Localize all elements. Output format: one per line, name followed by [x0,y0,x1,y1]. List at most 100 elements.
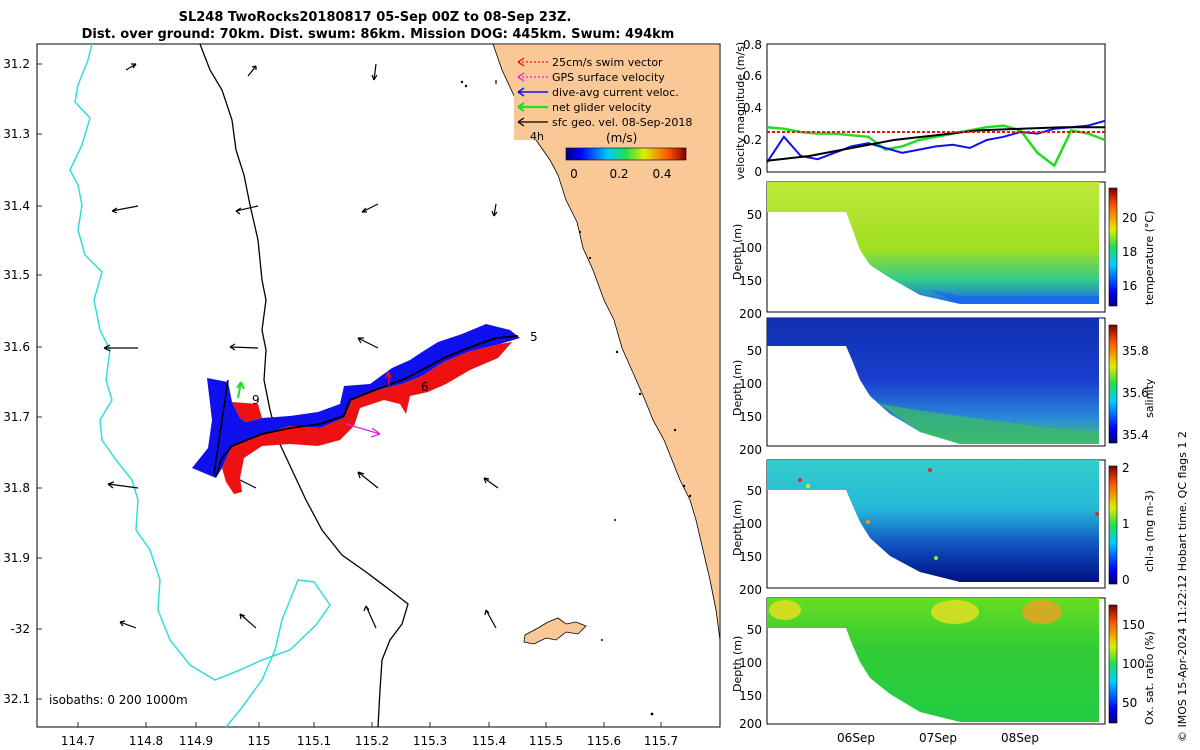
colorbar-tick-0: 0 [570,167,578,181]
map-ytick: 31.2 [3,57,30,71]
oxygen-panel [766,597,1118,725]
map-ytick: 31.8 [3,481,30,495]
salinity-colorbar [1108,324,1118,444]
net-glider-vector [236,381,245,399]
sal-cbar-tick: 35.8 [1122,344,1149,358]
map-x-tickmarks [77,722,662,727]
velocity-series-dive-avg-current-veloc- [766,119,1106,163]
colorbar-unit: (m/s) [606,131,637,145]
ox-ytick: 150 [739,689,762,703]
map-xtick: 114.8 [129,734,163,748]
track-label-9: 9 [252,393,260,407]
temperature-deep [930,290,1099,304]
map-xtick: 115.7 [644,734,678,748]
legend-box [514,52,710,140]
salinity-panel [766,317,1118,447]
ox-ytick: 200 [739,717,762,731]
chl-cbar-label: chl-a (mg m-3) [1143,490,1156,572]
temp-ytick: 100 [739,241,762,255]
map-ytick: 31.4 [3,199,30,213]
chl-ytick: 50 [747,484,762,498]
map-colorbar [565,147,687,161]
title-line-1: SL248 TwoRocks20180817 05-Sep 00Z to 08-… [179,10,572,25]
gps-velocity-vector [345,423,381,438]
time-tick: 08Sep [1001,731,1039,745]
oxygen-colorbar [1108,604,1118,724]
map-panel: 5 6 9 25cm/s swim vector GPS surface vel… [3,43,721,748]
colorbar-tick-1: 0.2 [609,167,628,181]
swim-vectors-band-west [232,402,262,422]
sal-ytick: 50 [747,344,762,358]
sal-cbar-tick: 35.4 [1122,428,1149,442]
section-y-ticks: 50 100 150 200 50 100 150 200 50 100 150… [739,208,762,731]
map-y-ticks: 31.2 31.3 31.4 31.5 31.6 31.7 31.8 31.9 … [3,57,30,706]
track-label-6: 6 [421,380,429,394]
map-xtick: 114.7 [61,734,95,748]
map-xtick: 115.1 [297,734,331,748]
map-ytick: -32 [10,622,30,636]
chl-ytick: 100 [739,517,762,531]
isobath-note: isobaths: 0 200 1000m [49,693,188,707]
velocity-series [766,119,1106,168]
oxygen-section [767,598,1099,722]
vel-ytick: 0.2 [743,133,762,147]
sal-ytick: 100 [739,377,762,391]
swim-vectors-band [222,342,512,494]
map-ytick: 31.7 [3,410,30,424]
temp-cbar-tick: 20 [1122,211,1137,225]
oxygen-high [1022,600,1062,624]
temp-ytick: 50 [747,208,762,222]
ox-cbar-label: Ox. sat. ratio (%) [1143,631,1156,725]
track-label-5: 5 [530,330,538,344]
colorbar-labels: temperature (°C) salinity chl-a (mg m-3)… [1143,211,1156,725]
isobath-1000m [69,43,331,728]
island [523,617,587,645]
time-marker-label: 4h [530,130,544,143]
temp-cbar-label: temperature (°C) [1143,211,1156,305]
temp-ytick: 200 [739,307,762,321]
chl-panel [766,459,1118,589]
map-ytick: 31.9 [3,551,30,565]
map-xtick: 115.2 [355,734,389,748]
legend-label-swim: 25cm/s swim vector [552,56,663,69]
vel-ytick: 0.6 [743,69,762,83]
velocity-series-net-glider-velocity [766,124,1106,168]
map-xtick: 115.5 [529,734,563,748]
chl-ytick: 200 [739,583,762,597]
glider-track-west [213,379,229,475]
velocity-panel: 0 0.2 0.4 0.6 0.8 velocity magnitude (m/… [734,38,1106,180]
vel-ytick: 0 [754,165,762,179]
velocity-y-ticks: 0 0.2 0.4 0.6 0.8 [743,38,762,179]
imos-side-note: © IMOS 15-Apr-2024 11:22:12 Hobart time.… [1176,431,1189,742]
vel-ytick: 0.4 [743,101,762,115]
velocity-frame [766,43,1106,173]
temp-ylabel: Depth (m) [731,224,744,280]
temp-ytick: 150 [739,274,762,288]
map-xtick: 115.3 [413,734,447,748]
temp-cbar-tick: 16 [1122,279,1137,293]
chl-cbar-tick: 2 [1122,461,1130,475]
chl-ylabel: Depth (m) [731,500,744,556]
chl-highs [798,468,1099,560]
legend-label-current: dive-avg current veloc. [552,86,679,99]
map-legend: 25cm/s swim vector GPS surface velocity … [514,52,710,181]
velocity-series-sfc-geo-vel- [766,126,1105,162]
map-y-tickmarks [37,63,42,700]
legend-label-net: net glider velocity [552,101,652,114]
temperature-panel [766,181,1118,313]
isobath-200m [199,43,409,728]
chl-section [767,460,1099,582]
map-ytick: 31.3 [3,127,30,141]
ox-ytick: 100 [739,656,762,670]
legend-label-gps: GPS surface velocity [552,71,665,84]
title-line-2: Dist. over ground: 70km. Dist. swum: 86k… [82,27,675,42]
ox-cbar-tick: 150 [1122,618,1145,632]
ox-cbar-tick: 50 [1122,696,1137,710]
chl-cbar-tick: 0 [1122,573,1130,587]
temperature-section [767,182,1099,304]
sal-cbar-label: salinity [1143,378,1156,418]
colorbar-tick-2: 0.4 [652,167,671,181]
sal-cbar-tick: 35.6 [1122,386,1149,400]
map-ytick: 31.5 [3,268,30,282]
